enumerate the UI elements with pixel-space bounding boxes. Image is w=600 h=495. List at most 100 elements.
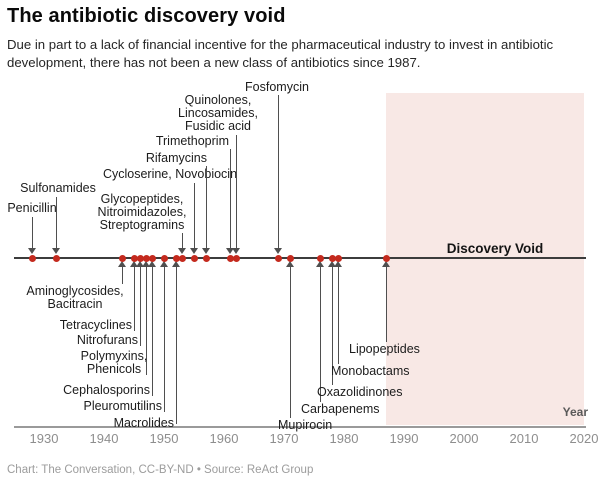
leader-line-polymyxins bbox=[145, 267, 147, 375]
annotation-line: Mupirocin bbox=[278, 418, 333, 432]
annotation-line: Cephalosporins bbox=[63, 383, 150, 397]
x-tick-1960: 1960 bbox=[209, 431, 239, 446]
annotation-lipopeptides: Lipopeptides bbox=[349, 343, 420, 356]
annotation-line: Penicillin bbox=[7, 201, 57, 215]
annotation-line: Trimethoprim bbox=[155, 134, 229, 148]
dot-1976-carbapenems bbox=[316, 255, 324, 262]
annotation-aminoglycosides: Aminoglycosides, Bacitracin bbox=[26, 285, 123, 311]
x-axis-line bbox=[14, 426, 586, 428]
arrowhead-down-quinolones bbox=[232, 248, 240, 254]
dot-1953-glycopeptides bbox=[178, 255, 186, 262]
annotation-line: Tetracyclines bbox=[59, 318, 132, 332]
chart-subtitle: Due in part to a lack of financial incen… bbox=[7, 37, 554, 70]
annotation-line: Rifamycins bbox=[145, 151, 207, 165]
dot-1948-cephalosporins bbox=[148, 255, 156, 262]
annotation-quinolones: Quinolones, Lincosamides, Fusidic acid bbox=[178, 94, 258, 133]
leader-line-aminoglycosides bbox=[121, 267, 123, 284]
arrowhead-up-monobactams bbox=[334, 261, 342, 267]
leader-line-quinolones bbox=[235, 135, 237, 248]
timeline-axis-line bbox=[14, 257, 586, 259]
arrowhead-up-nitrofurans bbox=[136, 261, 144, 267]
timeline-plot: Discovery Void Year 1930 1940 1950 1960 1970… bbox=[7, 81, 599, 447]
annotation-trimethoprim: Trimethoprim bbox=[156, 135, 229, 148]
dot-1943-aminoglycosides bbox=[118, 255, 126, 262]
x-tick-2010: 2010 bbox=[509, 431, 539, 446]
annotation-nitrofurans: Nitrofurans bbox=[77, 334, 138, 347]
leader-line-cephalosporins bbox=[151, 267, 153, 396]
leader-line-rifamycins bbox=[205, 166, 207, 248]
annotation-line: Cycloserine, Novobiocin bbox=[102, 167, 238, 181]
annotation-line: Glycopeptides, bbox=[100, 192, 184, 206]
x-tick-2000: 2000 bbox=[449, 431, 479, 446]
dot-1979-monobactams bbox=[334, 255, 342, 262]
dot-1932-sulfonamides bbox=[52, 255, 60, 262]
dot-1978-oxazolidinones bbox=[328, 255, 336, 262]
annotation-line: Fusidic acid bbox=[185, 119, 251, 133]
arrowhead-up-cephalosporins bbox=[148, 261, 156, 267]
annotation-line: Bacitracin bbox=[47, 297, 103, 311]
x-tick-1940: 1940 bbox=[89, 431, 119, 446]
leader-line-nitrofurans bbox=[139, 267, 141, 346]
annotation-line: Carbapenems bbox=[301, 402, 380, 416]
annotation-polymyxins: Polymyxins, Phenicols bbox=[81, 350, 148, 376]
discovery-void-region bbox=[386, 93, 584, 425]
dot-1961-trimethoprim bbox=[226, 255, 234, 262]
annotation-sulfonamides: Sulfonamides bbox=[20, 182, 96, 195]
arrowhead-up-aminoglycosides bbox=[118, 261, 126, 267]
chart-title: The antibiotic discovery void bbox=[7, 5, 286, 27]
leader-line-oxazolidinones bbox=[331, 267, 333, 385]
annotation-pleuromutilins: Pleuromutilins bbox=[83, 400, 162, 413]
leader-line-fosfomycin bbox=[277, 95, 279, 248]
leader-line-carbapenems bbox=[319, 267, 321, 402]
x-tick-1990: 1990 bbox=[389, 431, 419, 446]
x-tick-1980: 1980 bbox=[329, 431, 359, 446]
annotation-carbapenems: Carbapenems bbox=[301, 403, 380, 416]
annotation-penicillin: Penicillin bbox=[7, 202, 56, 215]
annotation-line: Phenicols bbox=[86, 362, 142, 376]
leader-line-trimethoprim bbox=[229, 149, 231, 248]
dot-1947-polymyxins bbox=[142, 255, 150, 262]
annotation-cephalosporins: Cephalosporins bbox=[63, 384, 150, 397]
leader-line-tetracyclines bbox=[133, 267, 135, 331]
annotation-line: Sulfonamides bbox=[20, 181, 96, 195]
leader-line-lipopeptides bbox=[385, 267, 387, 342]
dot-1945-tetracyclines bbox=[130, 255, 138, 262]
annotation-oxazolidinones: Oxazolidinones bbox=[317, 386, 402, 399]
dot-1928-penicillin bbox=[28, 255, 36, 262]
arrowhead-up-oxazolidinones bbox=[328, 261, 336, 267]
dot-1950-pleuromutilins bbox=[160, 255, 168, 262]
annotation-mupirocin: Mupirocin bbox=[278, 419, 332, 432]
arrowhead-up-polymyxins bbox=[142, 261, 150, 267]
annotation-line: Fosfomycin bbox=[245, 80, 309, 94]
annotation-line: Nitrofurans bbox=[76, 333, 138, 347]
leader-line-sulfonamides bbox=[55, 197, 57, 248]
arrowhead-down-penicillin bbox=[28, 248, 36, 254]
annotation-tetracyclines: Tetracyclines bbox=[60, 319, 132, 332]
arrowhead-down-cycloserine-novobiocin bbox=[190, 248, 198, 254]
annotation-glycopeptides: Glycopeptides, Nitroimidazoles, Streptogra… bbox=[98, 193, 187, 232]
arrowhead-down-rifamycins bbox=[202, 248, 210, 254]
discovery-void-label: Discovery Void bbox=[446, 241, 544, 256]
chart-caption: Chart: The Conversation, CC-BY-ND • Sour… bbox=[7, 464, 314, 476]
arrowhead-down-trimethoprim bbox=[226, 248, 234, 254]
leader-line-glycopeptides bbox=[181, 233, 183, 248]
arrowhead-up-tetracyclines bbox=[130, 261, 138, 267]
annotation-line: Oxazolidinones bbox=[317, 385, 403, 399]
dot-1946-nitrofurans bbox=[136, 255, 144, 262]
arrowhead-down-sulfonamides bbox=[52, 248, 60, 254]
arrowhead-up-macrolides bbox=[172, 261, 180, 267]
annotation-line: Nitroimidazoles, bbox=[97, 205, 187, 219]
annotation-line: Lipopeptides bbox=[349, 342, 420, 356]
x-tick-2020: 2020 bbox=[569, 431, 599, 446]
annotation-line: Quinolones, bbox=[184, 93, 252, 107]
dot-1969-fosfomycin bbox=[274, 255, 282, 262]
annotation-line: Lincosamides, bbox=[178, 106, 258, 120]
annotation-macrolides: Macrolides bbox=[114, 417, 174, 430]
annotation-fosfomycin: Fosfomycin bbox=[245, 81, 309, 94]
dot-1952-macrolides bbox=[172, 255, 180, 262]
arrowhead-up-pleuromutilins bbox=[160, 261, 168, 267]
leader-line-monobactams bbox=[337, 267, 339, 364]
dot-1957-rifamycins bbox=[202, 255, 210, 262]
leader-line-cycloserine-novobiocin bbox=[193, 183, 195, 248]
arrowhead-down-glycopeptides bbox=[178, 248, 186, 254]
